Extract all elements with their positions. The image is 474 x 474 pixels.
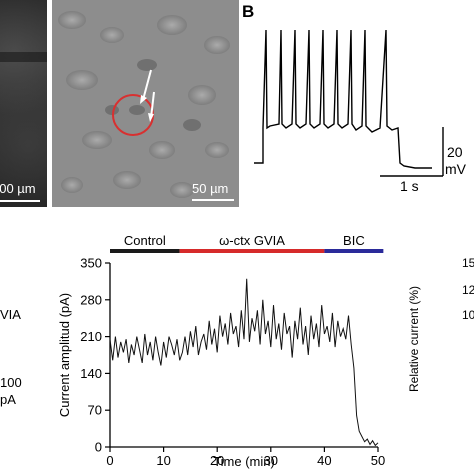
scale-bar-line [0,200,40,202]
panel-label-b: B [242,2,255,21]
right-tick-12: 12 [462,283,474,297]
x-tick-label: 20 [210,453,224,468]
y-tick-label: 70 [88,403,102,418]
micrograph-high-mag: 50 µm [52,0,239,207]
right-tick-15: 15 [462,256,474,270]
scale-bar-label: 600 µm [0,181,36,196]
y-tick-label: 280 [80,292,102,307]
voltage-trace-panel [254,29,444,177]
scale-bar-time-label: 1 s [400,178,419,194]
x-tick-label: 10 [156,453,170,468]
left-fragment-pa: pA [0,392,16,407]
right-tick-10: 10 [462,308,474,322]
x-tick-label: 0 [106,453,113,468]
condition-label-2: BIC [343,233,365,248]
condition-label-1: ω-ctx GVIA [219,233,285,248]
y-axis-label: Current amplitud (pA) [57,293,72,417]
series-line-0 [109,278,379,447]
x-tick-label: 50 [371,453,385,468]
y-tick-label: 210 [80,329,102,344]
micrograph-texture [0,0,47,207]
scale-bar-label: 50 µm [192,181,229,196]
micrograph-band [0,52,47,62]
voltage-trace [254,29,432,169]
micrograph-cells [52,0,239,207]
condition-label-0: Control [124,233,166,248]
scale-bar-voltage-value: 20 [447,144,463,160]
y-tick-label: 0 [95,440,102,455]
x-tick-label: 30 [264,453,278,468]
left-fragment-via: VIA [0,307,21,322]
y-tick-label: 350 [80,256,102,271]
x-axis-label: Time (min) [213,454,275,469]
micrograph-low-mag: 600 µm [0,0,47,207]
scale-bar-voltage-unit: mV [445,161,466,177]
y-tick-label: 140 [80,366,102,381]
arrow-1 [142,69,152,101]
left-fragment-100: 100 [0,375,22,390]
x-tick-label: 40 [317,453,331,468]
